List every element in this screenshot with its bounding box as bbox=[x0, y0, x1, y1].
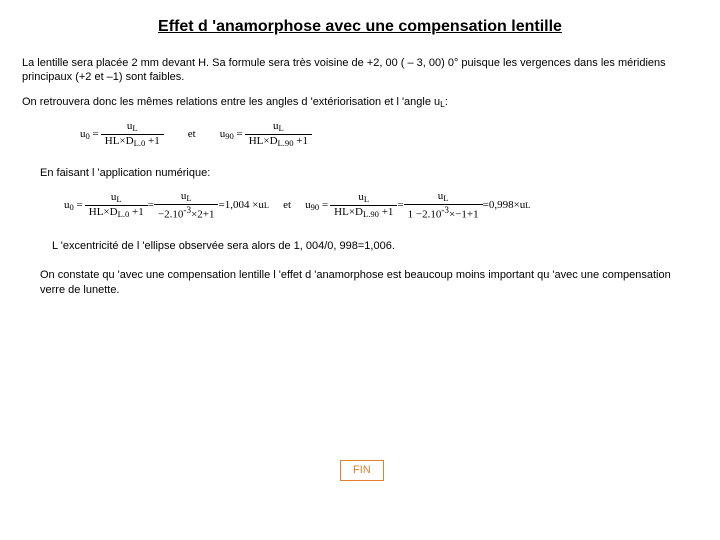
eq4-den2: 1 −2.10 bbox=[408, 208, 442, 220]
eq3-num1-sub: L bbox=[116, 194, 121, 204]
eq1-num-sub: L bbox=[132, 123, 137, 133]
eq3-den2: −2.10 bbox=[158, 208, 183, 220]
eq3-den1-tail: +1 bbox=[129, 206, 143, 218]
et-1: et bbox=[188, 127, 196, 142]
paragraph-5: On constate qu 'avec une compensation le… bbox=[40, 268, 698, 298]
eq3-den2-sup: -3 bbox=[183, 205, 191, 215]
paragraph-1: La lentille sera placée 2 mm devant H. S… bbox=[22, 56, 698, 86]
eq3-den2-tail: ×2+1 bbox=[191, 208, 214, 220]
eq2-den-sub: L.90 bbox=[278, 138, 294, 148]
eq4-den1-sub: L.90 bbox=[363, 209, 379, 219]
equation-row-1: u0 = uL HL×DL.0 +1 et u90 = uL HL×DL.90 … bbox=[80, 121, 698, 148]
eq2-lhs-sub: 90 bbox=[225, 131, 234, 141]
eq4-den2-tail: ×−1+1 bbox=[449, 208, 479, 220]
equation-u0: u0 = uL HL×DL.0 +1 bbox=[80, 121, 164, 148]
eq3-den1: HL×D bbox=[89, 206, 118, 218]
page-title: Effet d 'anamorphose avec une compensati… bbox=[22, 16, 698, 38]
eq4-num1-sub: L bbox=[364, 194, 369, 204]
eq4-result: =0,998×u bbox=[483, 198, 526, 213]
eq4-den2-sup: -3 bbox=[441, 205, 449, 215]
para2-prefix: On retrouvera donc les mêmes relations e… bbox=[22, 96, 440, 108]
eq3-result-sub: L bbox=[264, 200, 269, 212]
eq1-den-tail: +1 bbox=[145, 135, 159, 147]
eq4-lhs-sub: 90 bbox=[311, 202, 320, 212]
eq1-lhs-sub: 0 bbox=[86, 131, 90, 141]
et-2: et bbox=[283, 198, 291, 213]
eq2-den-tail: +1 bbox=[294, 135, 308, 147]
eq2-num-sub: L bbox=[278, 123, 283, 133]
eq3-result: =1,004 ×u bbox=[218, 198, 263, 213]
eq3-num2-sub: L bbox=[186, 193, 191, 203]
equation-row-2: u0 = uL HL×DL.0 +1 = uL −2.10-3×2+1 =1,0… bbox=[64, 191, 698, 221]
para2-suffix: : bbox=[445, 96, 448, 108]
eq4-num2-sub: L bbox=[443, 193, 448, 203]
equation-u0-num: u0 = uL HL×DL.0 +1 = uL −2.10-3×2+1 =1,0… bbox=[64, 191, 269, 221]
paragraph-4: L 'excentricité de l 'ellipse observée s… bbox=[52, 239, 698, 254]
eq4-den1: HL×D bbox=[334, 206, 363, 218]
equation-u90: u90 = uL HL×DL.90 +1 bbox=[220, 121, 312, 148]
eq4-result-sub: L bbox=[525, 200, 530, 212]
eq3-lhs-sub: 0 bbox=[70, 202, 74, 212]
fin-button[interactable]: FIN bbox=[340, 460, 384, 481]
eq3-den1-sub: L.0 bbox=[118, 209, 130, 219]
paragraph-2: On retrouvera donc les mêmes relations e… bbox=[22, 95, 698, 111]
eq2-den: HL×D bbox=[249, 135, 278, 147]
eq1-den-sub: L.0 bbox=[134, 138, 146, 148]
equation-u90-num: u90 = uL HL×DL.90 +1 = uL 1 −2.10-3×−1+1… bbox=[305, 191, 530, 221]
eq4-den1-tail: +1 bbox=[379, 206, 393, 218]
paragraph-3: En faisant l 'application numérique: bbox=[40, 166, 698, 181]
eq1-den: HL×D bbox=[105, 135, 134, 147]
